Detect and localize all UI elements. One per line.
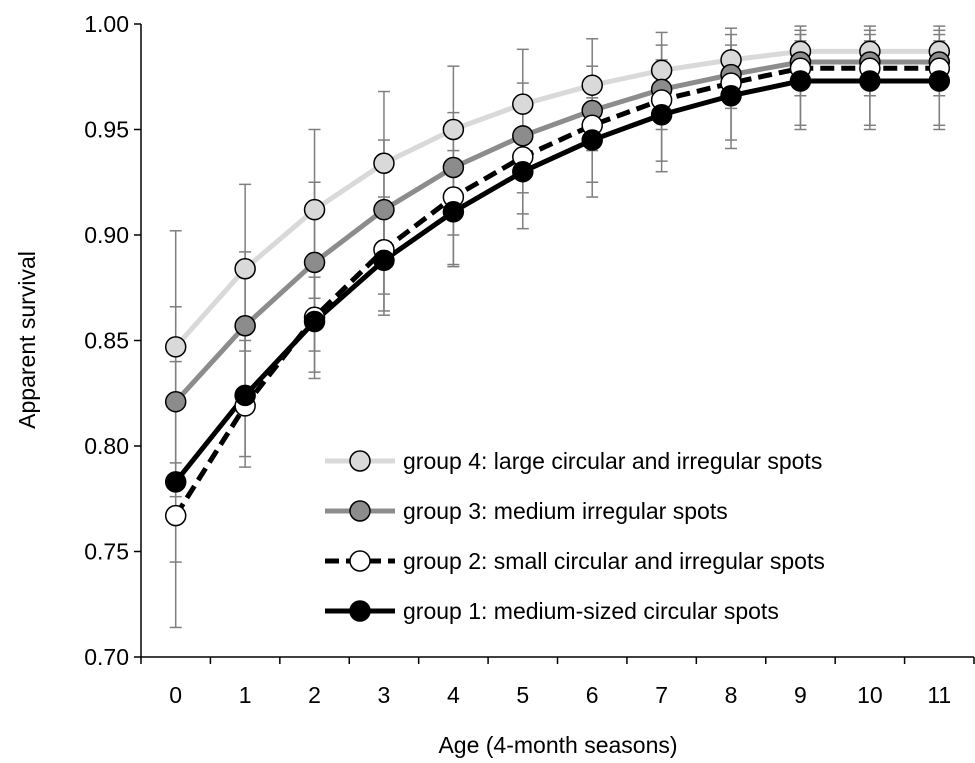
legend-item: group 1: medium-sized circular spots (325, 598, 779, 624)
legend-label: group 4: large circular and irregular sp… (403, 448, 822, 474)
data-point (164, 471, 187, 493)
series-markers (164, 40, 951, 527)
data-point (581, 74, 603, 96)
legend-label: group 3: medium irregular spots (403, 498, 728, 524)
x-tick-label: 4 (447, 682, 460, 708)
data-point (303, 251, 326, 274)
y-axis-title: Apparent survival (14, 251, 40, 429)
data-point (859, 70, 881, 92)
x-tick-label: 8 (725, 682, 738, 708)
x-tick-label: 0 (169, 682, 182, 708)
legend-swatch-marker (349, 500, 371, 522)
data-point (581, 129, 603, 151)
legend-item: group 3: medium irregular spots (325, 498, 728, 524)
series-lines (173, 48, 940, 517)
data-point (234, 384, 256, 407)
data-point (928, 70, 951, 92)
data-point (650, 103, 673, 126)
series-line-4 (173, 78, 940, 484)
x-tick-label: 2 (308, 682, 321, 708)
data-point (373, 249, 395, 272)
data-point (303, 310, 326, 333)
data-point (373, 198, 395, 221)
legend-swatch-marker (349, 550, 371, 572)
axes: 0.70 0.75 0.80 0.85 0.90 0.95 1.00 0 1 2 3 4 5 6 7 8 9 10… (84, 11, 975, 708)
y-tick-label: 0.85 (84, 328, 129, 354)
data-point (234, 314, 256, 337)
legend-item: group 4: large circular and irregular sp… (325, 448, 822, 474)
x-tick-label: 11 (927, 682, 951, 708)
x-tick-label: 9 (794, 682, 807, 708)
legend-label: group 1: medium-sized circular spots (403, 598, 779, 624)
legend-item: group 2: small circular and irregular sp… (325, 548, 825, 574)
data-point (164, 390, 187, 413)
series-line-2 (173, 59, 940, 404)
data-point (164, 504, 187, 527)
legend-swatch-marker (349, 600, 371, 622)
y-tick-label: 0.95 (84, 117, 129, 143)
y-tick-label: 0.75 (84, 539, 129, 565)
data-point (512, 93, 534, 115)
y-tick-label: 1.00 (84, 11, 129, 37)
data-point (720, 84, 742, 107)
error-bars (169, 25, 946, 629)
series-line-1 (173, 48, 940, 349)
data-point (650, 59, 673, 82)
x-tick-label: 3 (378, 682, 391, 708)
y-tick-label: 0.70 (84, 644, 129, 670)
data-point (442, 156, 465, 179)
x-tick-label: 1 (239, 682, 252, 708)
data-point (442, 118, 465, 141)
legend: group 4: large circular and irregular sp… (325, 448, 825, 624)
data-point (512, 125, 534, 147)
x-tick-label: 5 (516, 682, 529, 708)
x-axis-title: Age (4-month seasons) (438, 732, 677, 758)
legend-label: group 2: small circular and irregular sp… (403, 548, 825, 574)
y-tick-label: 0.80 (84, 433, 129, 459)
data-point (164, 336, 187, 358)
data-point (234, 258, 256, 280)
x-tick-label: 10 (857, 682, 883, 708)
data-point (512, 160, 534, 183)
data-point (442, 201, 465, 223)
data-point (373, 152, 395, 175)
x-tick-label: 7 (655, 682, 668, 708)
legend-swatch-marker (349, 450, 371, 472)
y-tick-label: 0.90 (84, 222, 129, 248)
data-point (303, 198, 326, 221)
x-tick-label: 6 (586, 682, 599, 708)
data-point (789, 70, 812, 92)
